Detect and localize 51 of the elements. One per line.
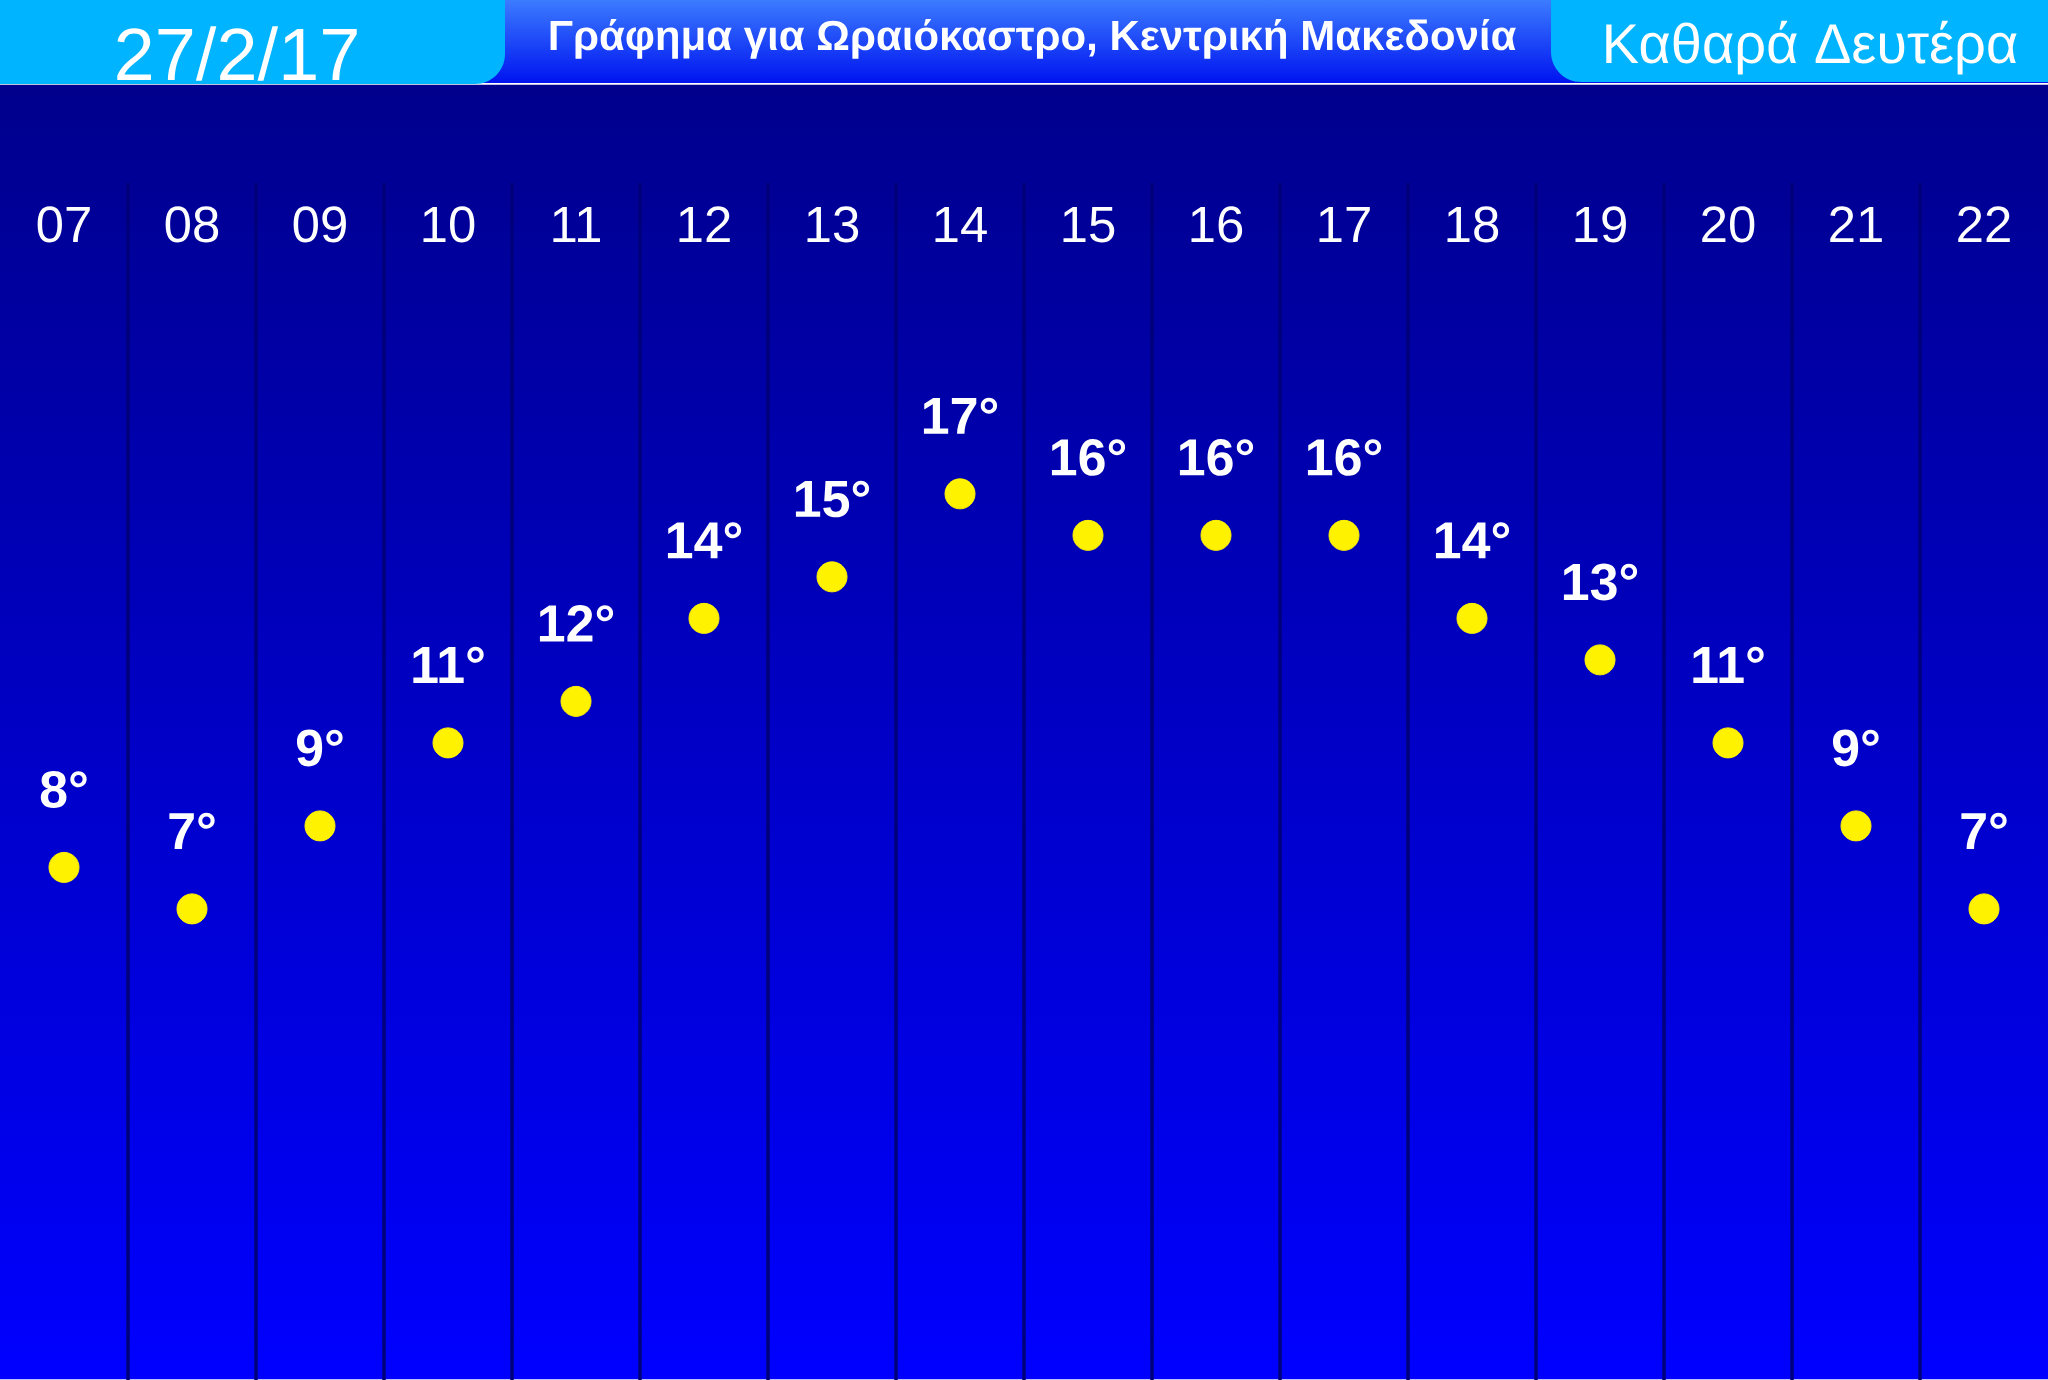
x-tick-label: 17 (1319, 206, 1370, 242)
point (48, 851, 80, 883)
data-label: 15° (795, 480, 870, 518)
point (816, 561, 848, 593)
point (304, 810, 336, 842)
x-tick-label: 20 (1702, 206, 1755, 243)
data-label: 8° (40, 771, 87, 808)
x-tick-label: 10 (423, 206, 475, 243)
point (1584, 644, 1616, 676)
point (1840, 810, 1872, 842)
x-tick-label: 14 (935, 206, 987, 242)
data-label: 9° (296, 729, 343, 767)
data-label: 11° (413, 646, 484, 683)
data-label: 14° (1435, 522, 1510, 559)
chart-title: Γράφημα για Ωραιόκαστρο, Κεντρική Μακεδονία (550, 19, 1516, 59)
x-tick-label: 07 (37, 206, 90, 243)
x-tick-label: 19 (1575, 206, 1626, 243)
x-tick-label: 21 (1830, 206, 1882, 242)
text: Καθαρά Δευτέρα (1606, 20, 2017, 75)
x-tick-label: 13 (807, 206, 859, 243)
text: 27/2/17 (117, 26, 357, 81)
x-tick-label: 08 (165, 206, 219, 243)
point (1968, 893, 2000, 925)
point (1712, 727, 1744, 759)
point (1072, 519, 1104, 551)
point (176, 893, 208, 925)
data-label: 11° (1693, 646, 1764, 683)
data-label: 9° (1832, 729, 1879, 767)
x-tick-label: 12 (679, 206, 730, 242)
data-label: 12° (539, 605, 614, 642)
data-label: 16° (1307, 439, 1382, 476)
data-label: 17° (923, 397, 998, 434)
x-tick-label: 09 (293, 206, 346, 243)
point (688, 602, 720, 634)
point (432, 727, 464, 759)
x-tick-label: 11 (553, 206, 600, 242)
point (1328, 519, 1360, 551)
point (944, 478, 976, 510)
point (1456, 602, 1488, 634)
x-tick-label: 18 (1447, 206, 1499, 243)
x-tick-label: 22 (1958, 206, 2010, 242)
x-tick-label: 16 (1191, 206, 1243, 243)
data-label: 7° (1961, 812, 2007, 849)
data-label: 16° (1051, 439, 1126, 476)
data-label: 13° (1563, 563, 1638, 601)
point (1200, 519, 1232, 551)
x-tick-label: 15 (1063, 206, 1115, 243)
data-label: 16° (1179, 439, 1254, 476)
data-label: 7° (169, 812, 215, 849)
data-label: 14° (667, 522, 742, 559)
point (560, 685, 592, 717)
